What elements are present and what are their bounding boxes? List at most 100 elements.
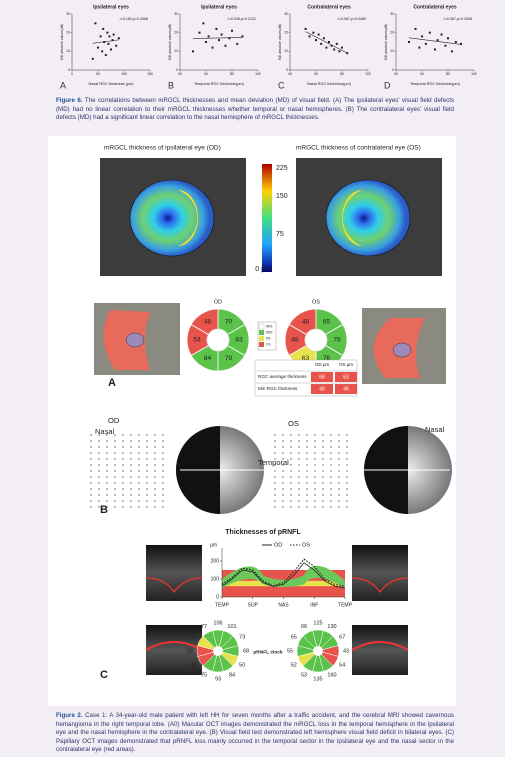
clock-value: 73 — [239, 634, 245, 640]
sector-value: 79 — [225, 355, 233, 362]
vf-label: OS — [288, 419, 299, 428]
legend-label: OS — [302, 542, 310, 548]
sector-value: 83 — [235, 337, 243, 344]
clock-value: 101 — [227, 624, 236, 630]
clock-value: 125 — [313, 620, 322, 626]
legend-label: 1% — [266, 342, 271, 346]
legend-label: OD — [274, 542, 282, 548]
point — [112, 33, 115, 36]
point — [308, 35, 311, 38]
x-label: Nasal RGC thickness (μm) — [88, 82, 134, 86]
legend-label: 95% — [266, 330, 273, 334]
point — [418, 46, 421, 49]
center — [206, 328, 230, 352]
y-tick-label: 0 — [392, 68, 394, 72]
y-tick-label: 30 — [284, 12, 288, 16]
y-tick-label: 10 — [66, 49, 70, 53]
clock-value: 135 — [313, 676, 322, 682]
panel-letter: A — [108, 377, 116, 389]
point — [101, 50, 104, 53]
table-cell — [335, 384, 357, 394]
sector-value: 48 — [291, 337, 299, 344]
clock-value: 77 — [201, 624, 207, 630]
point — [99, 35, 102, 38]
x-tick-label: 100 — [121, 72, 127, 76]
clock-value: 45 — [191, 634, 197, 640]
fit-line — [305, 31, 348, 54]
point — [220, 33, 223, 36]
sector-value: 48 — [204, 319, 212, 326]
panel-title: Contralateral eyes — [307, 4, 351, 10]
point — [450, 50, 453, 53]
point — [304, 27, 307, 30]
y-tick-label: 0 — [68, 68, 70, 72]
table-header: OD μm — [315, 362, 330, 367]
legend-swatch — [258, 323, 265, 330]
vf-label: Nasal — [95, 427, 115, 436]
point — [338, 50, 341, 53]
legend-label: 99% — [266, 324, 273, 328]
point — [335, 42, 338, 45]
clock-value: 52 — [291, 662, 297, 668]
y-tick-label: 20 — [66, 31, 70, 35]
caption-text: The correlations between mRGCL thickness… — [56, 97, 455, 122]
point — [106, 31, 109, 34]
clock-sector — [302, 630, 319, 652]
point — [215, 27, 218, 30]
thickness-map — [325, 179, 411, 257]
point — [444, 44, 447, 47]
y-tick-label: 20 — [284, 31, 288, 35]
series-line — [221, 562, 346, 589]
clock-label: pRNFL clock — [253, 649, 283, 655]
y-label: MD absolute values(dB) — [60, 24, 64, 60]
stat: r=0.206,p=0.2131 — [228, 17, 256, 21]
y-label: MD absolute values(dB) — [168, 24, 172, 60]
point — [91, 57, 94, 60]
clock-value: 54 — [339, 662, 345, 668]
clock-value: 106 — [213, 620, 222, 626]
vf-numeric-od — [88, 430, 168, 510]
colorbar — [262, 164, 272, 272]
fit-line — [192, 37, 243, 39]
x-tick-label: 60 — [204, 72, 208, 76]
vf-label: OD — [108, 416, 120, 425]
point — [198, 31, 201, 34]
legend-swatch — [259, 342, 264, 347]
clock-value: 68 — [243, 648, 249, 654]
panel-letter: C — [278, 80, 285, 90]
x-tick-label: 100 — [365, 72, 371, 76]
x-tick-label: TEMP — [215, 602, 230, 608]
rnfl-line — [351, 641, 409, 651]
point — [231, 29, 233, 32]
fit-line — [408, 37, 462, 45]
x-tick-label: 80 — [340, 72, 344, 76]
point — [115, 44, 118, 47]
point — [102, 27, 105, 30]
clock-value: 93 — [215, 676, 221, 682]
colorbar-label: 75 — [276, 231, 284, 238]
point — [236, 42, 239, 45]
rnfl-line — [351, 577, 409, 594]
point — [414, 27, 417, 30]
table-cell — [311, 384, 333, 394]
x-label: Nasal RGC thickness(μm) — [307, 82, 352, 86]
vf-label: Nasal — [425, 425, 445, 434]
clock-value: 130 — [327, 624, 336, 630]
y-tick-label: 0 — [286, 68, 288, 72]
panel-title: Ipsilateral eyes — [93, 4, 129, 10]
x-tick-label: TEMP — [338, 602, 353, 608]
eye-label: OD — [214, 299, 222, 305]
point — [110, 48, 112, 51]
clock-value: 84 — [229, 673, 235, 679]
clock-value: 43 — [343, 648, 349, 654]
norm-band — [222, 565, 345, 588]
clock-center — [213, 646, 223, 656]
panel-letter: B — [100, 504, 108, 516]
fit-line — [92, 39, 119, 44]
x-tick-label: INF — [310, 602, 318, 608]
point — [328, 41, 330, 43]
clock-sector — [202, 630, 219, 652]
y-tick-label: 10 — [284, 49, 288, 53]
